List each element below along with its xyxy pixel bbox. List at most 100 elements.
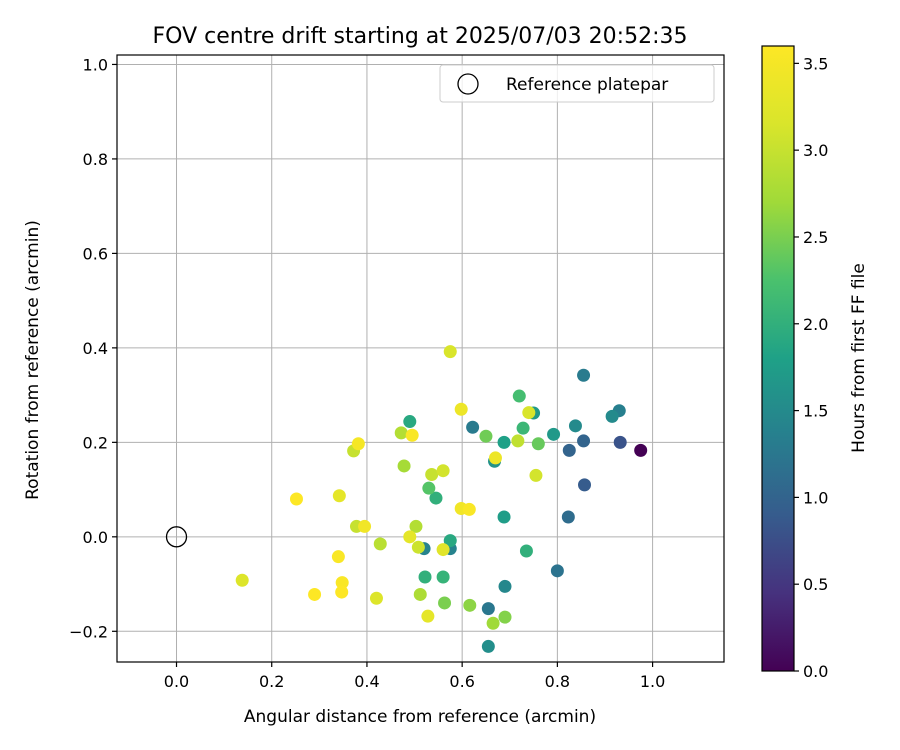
data-point: [418, 570, 432, 584]
data-point: [577, 368, 591, 382]
y-tick-label: 0.0: [83, 528, 108, 547]
data-point: [422, 481, 436, 495]
x-tick-label: 0.4: [354, 672, 379, 691]
colorbar-tick-label: 2.0: [803, 315, 828, 334]
data-point: [486, 616, 500, 630]
data-point: [397, 459, 411, 473]
legend: Reference platepar: [439, 64, 715, 103]
x-tick-label: 0.0: [164, 672, 189, 691]
data-point: [403, 530, 417, 544]
data-point: [561, 510, 575, 524]
data-point: [403, 415, 417, 429]
data-point: [547, 427, 561, 441]
data-point: [634, 443, 648, 457]
data-point: [498, 610, 512, 624]
y-tick-label: 0.4: [83, 339, 108, 358]
data-point: [562, 443, 576, 457]
grid: [117, 55, 724, 662]
data-point: [351, 437, 365, 451]
data-point: [568, 419, 582, 433]
y-axis: −0.2 0.0 0.2 0.4 0.6 0.8 1.0: [69, 55, 117, 641]
colorbar-tick-label: 1.5: [803, 402, 828, 421]
data-point: [511, 434, 525, 448]
colorbar-tick-label: 3.0: [803, 141, 828, 160]
data-point: [488, 451, 502, 465]
data-point: [498, 579, 512, 593]
x-tick-label: 0.6: [449, 672, 474, 691]
data-point: [613, 435, 627, 449]
y-tick-label: 0.6: [83, 244, 108, 263]
points-layer: [235, 345, 648, 653]
data-point: [577, 434, 591, 448]
data-point: [235, 573, 249, 587]
data-point: [425, 467, 439, 481]
data-point: [421, 609, 435, 623]
data-point: [443, 345, 457, 359]
data-point: [409, 519, 423, 533]
x-axis: 0.0 0.2 0.4 0.6 0.8 1.0: [164, 662, 665, 691]
y-tick-label: −0.2: [69, 622, 108, 641]
data-point: [413, 587, 427, 601]
data-point: [462, 502, 476, 516]
colorbar-tick-label: 0.5: [803, 575, 828, 594]
data-point: [335, 585, 349, 599]
data-point: [497, 510, 511, 524]
data-point: [411, 540, 425, 554]
data-point: [479, 429, 493, 443]
data-point: [550, 564, 564, 578]
data-point: [454, 402, 468, 416]
colorbar: 0.0 0.5 1.0 1.5 2.0 2.5 3.0 3.5 Hours from firs…: [761, 45, 869, 681]
y-tick-label: 1.0: [83, 55, 108, 74]
data-point: [289, 492, 303, 506]
data-point: [436, 464, 450, 478]
legend-entry-reference: Reference platepar: [506, 75, 668, 95]
data-point: [308, 587, 322, 601]
data-point: [516, 421, 530, 435]
legend-marker-icon: [457, 73, 479, 95]
data-point: [522, 406, 536, 420]
data-point: [519, 544, 533, 558]
data-point: [369, 591, 383, 605]
x-tick-label: 0.8: [545, 672, 570, 691]
data-point: [443, 534, 457, 548]
data-point: [405, 428, 419, 442]
data-point: [436, 543, 450, 557]
colorbar-ticks: 0.0 0.5 1.0 1.5 2.0 2.5 3.0 3.5: [794, 54, 828, 681]
data-point: [335, 576, 349, 590]
y-axis-label: Rotation from reference (arcmin): [23, 220, 43, 500]
data-point: [481, 639, 495, 653]
data-point: [436, 570, 450, 584]
data-point: [332, 489, 346, 503]
chart-title: FOV centre drift starting at 2025/07/03 …: [153, 24, 688, 49]
plot-frame: [116, 54, 725, 663]
data-point: [497, 435, 511, 449]
data-point: [512, 389, 526, 403]
data-point: [373, 537, 387, 551]
data-point: [466, 420, 480, 434]
colorbar-tick-label: 1.0: [803, 488, 828, 507]
data-point: [531, 437, 545, 451]
reference-marker-layer: [165, 526, 188, 548]
data-point: [438, 596, 452, 610]
data-point: [578, 478, 592, 492]
colorbar-tick-label: 3.5: [803, 54, 828, 73]
data-point: [529, 468, 543, 482]
data-point: [481, 602, 495, 616]
x-axis-label: Angular distance from reference (arcmin): [244, 707, 596, 727]
y-tick-label: 0.8: [83, 150, 108, 169]
y-tick-label: 0.2: [83, 433, 108, 452]
colorbar-gradient: [761, 45, 795, 672]
legend-box: [439, 64, 715, 103]
data-point: [331, 550, 345, 564]
colorbar-tick-label: 2.5: [803, 228, 828, 247]
x-tick-label: 0.2: [259, 672, 284, 691]
data-point: [358, 519, 372, 533]
x-tick-label: 1.0: [640, 672, 665, 691]
data-point: [429, 491, 443, 505]
colorbar-label: Hours from first FF file: [849, 263, 869, 453]
data-point: [605, 409, 619, 423]
data-point: [463, 598, 477, 612]
colorbar-tick-label: 0.0: [803, 662, 828, 681]
data-point: [394, 426, 408, 440]
